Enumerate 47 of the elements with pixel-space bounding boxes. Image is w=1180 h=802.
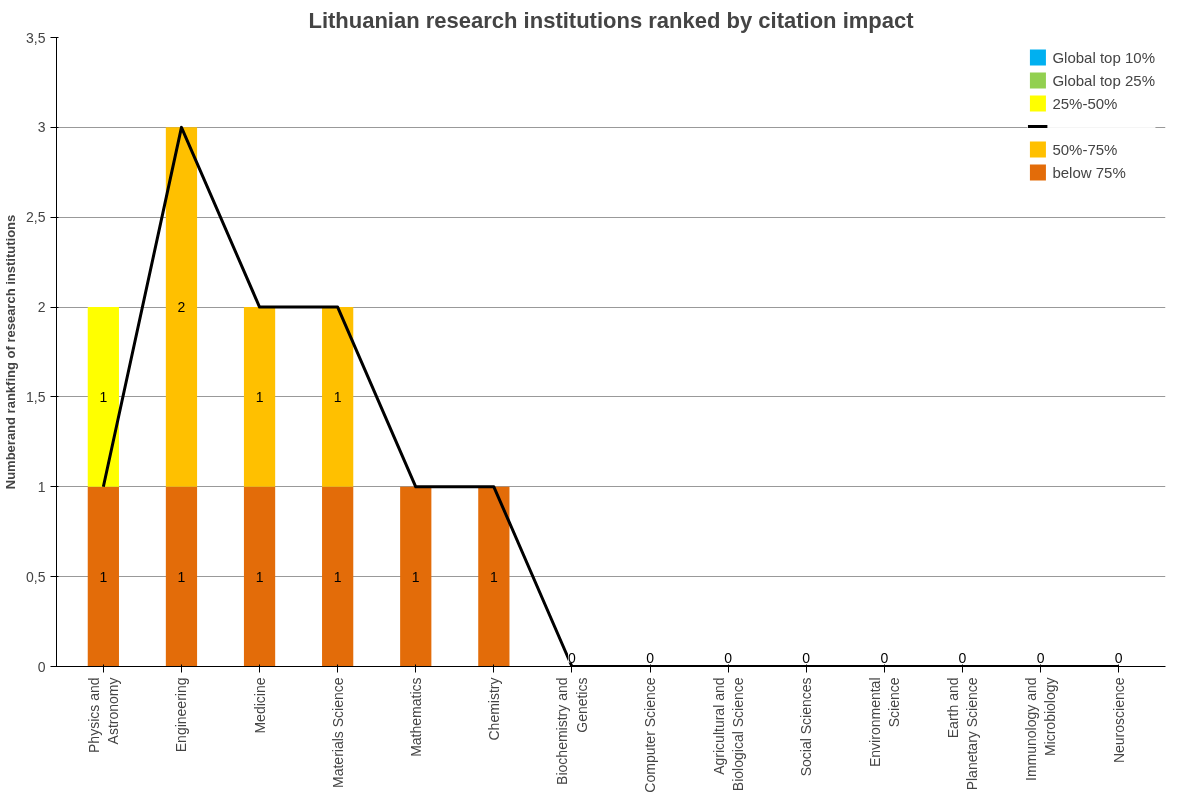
x-tick-label: Physics and Astronomy bbox=[85, 677, 121, 753]
data-label: 0 bbox=[802, 649, 811, 666]
legend-label: below 75% bbox=[1052, 163, 1126, 181]
data-label: 1 bbox=[177, 568, 186, 585]
legend-label: 50%-75% bbox=[1052, 140, 1118, 158]
legend-label: Global top 10% bbox=[1052, 48, 1155, 66]
data-label: 0 bbox=[646, 649, 655, 666]
data-label: 0 bbox=[568, 649, 577, 666]
data-label: 0 bbox=[1036, 649, 1045, 666]
y-tick-label: 3,5 bbox=[26, 29, 46, 46]
data-label: 1 bbox=[99, 388, 108, 405]
x-tick-label: Chemistry bbox=[485, 677, 502, 741]
y-tick-label: 1,5 bbox=[26, 388, 46, 405]
x-tick-label: Materials Science bbox=[329, 677, 346, 788]
data-label: 1 bbox=[333, 388, 342, 405]
x-tick-label: Social Sciences bbox=[798, 677, 815, 777]
chart-title: Lithuanian research institutions ranked by citation impact bbox=[308, 7, 915, 33]
data-label: 1 bbox=[255, 388, 264, 405]
data-label: 1 bbox=[333, 568, 342, 585]
x-tick-label: Engineering bbox=[173, 677, 190, 753]
data-label: 1 bbox=[255, 568, 264, 585]
data-label: 1 bbox=[411, 568, 420, 585]
x-tick-label: Immunology and Microbiology bbox=[1022, 677, 1059, 781]
x-tick-label: Earth and Planetary Science bbox=[944, 677, 981, 791]
legend-label: 25%-50% bbox=[1052, 94, 1118, 112]
y-tick-label: 0,5 bbox=[26, 568, 46, 585]
y-tick-label: 2 bbox=[37, 299, 46, 316]
data-label: 2 bbox=[177, 299, 186, 316]
x-tick-label: Biochemistry and Genetics bbox=[554, 677, 590, 785]
y-tick-label: 0 bbox=[37, 658, 46, 675]
data-label: 0 bbox=[1114, 649, 1123, 666]
y-axis-title: Numberand rankfing of research institutions bbox=[3, 214, 19, 490]
x-tick-label: Mathematics bbox=[407, 677, 424, 757]
data-label: 1 bbox=[489, 568, 498, 585]
data-label: 0 bbox=[958, 649, 967, 666]
data-label: 0 bbox=[880, 649, 889, 666]
legend-label: Global top 25% bbox=[1052, 71, 1155, 89]
data-label: 1 bbox=[99, 568, 108, 585]
x-tick-label: Neuroscience bbox=[1110, 677, 1127, 764]
x-tick-label: Medicine bbox=[251, 677, 268, 734]
y-tick-label: 3 bbox=[37, 119, 46, 136]
x-tick-label: Computer Science bbox=[642, 677, 659, 793]
y-tick-label: 1 bbox=[37, 478, 46, 495]
y-tick-label: 2,5 bbox=[26, 209, 46, 226]
x-tick-label: Agricultural and Biological Science bbox=[710, 677, 746, 792]
data-label: 0 bbox=[724, 649, 733, 666]
x-tick-label: Environmental Science bbox=[866, 677, 902, 767]
